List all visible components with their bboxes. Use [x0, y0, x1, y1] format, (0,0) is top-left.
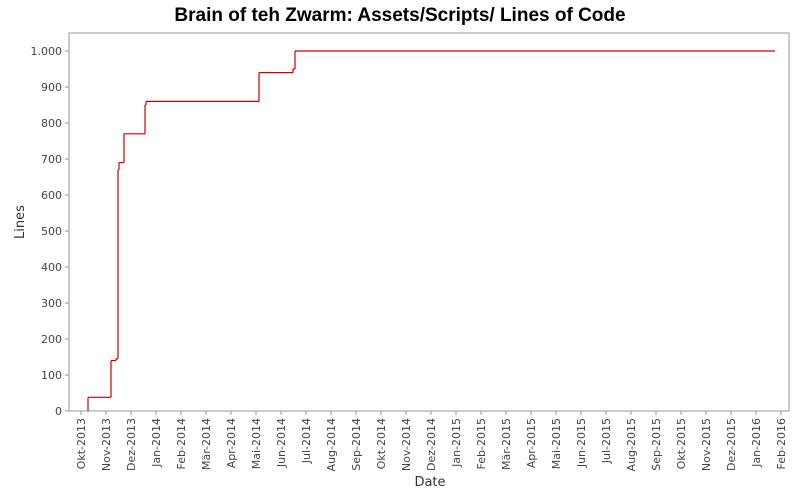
y-tick-label: 800 [41, 117, 62, 130]
y-tick-label: 700 [41, 153, 62, 166]
x-tick-label: Mai-2014 [250, 418, 263, 469]
x-tick-label: Dez-2014 [425, 418, 438, 471]
x-tick-label: Jul-2014 [300, 418, 313, 464]
x-tick-label: Jun-2014 [275, 418, 288, 468]
y-tick-label: 500 [41, 225, 62, 238]
x-tick-label: Aug-2015 [625, 418, 638, 471]
y-tick-label: 100 [41, 369, 62, 382]
x-tick-label: Mai-2015 [550, 418, 563, 469]
y-axis-title: Lines [13, 205, 28, 239]
x-tick-label: Dez-2013 [125, 418, 138, 471]
y-tick-label: 600 [41, 189, 62, 202]
x-tick-label: Nov-2013 [100, 418, 113, 471]
y-tick-label: 400 [41, 261, 62, 274]
x-tick-label: Okt-2015 [675, 418, 688, 469]
y-tick-label: 0 [55, 405, 62, 418]
y-tick-label: 200 [41, 333, 62, 346]
x-tick-label: Jun-2015 [575, 418, 588, 468]
x-tick-label: Feb-2015 [475, 418, 488, 469]
x-tick-label: Feb-2014 [175, 418, 188, 469]
x-tick-label: Dez-2015 [725, 418, 738, 471]
y-tick-label: 300 [41, 297, 62, 310]
y-tick-label: 900 [41, 81, 62, 94]
x-tick-label: Jul-2015 [600, 418, 613, 464]
y-tick-label: 1.000 [31, 45, 63, 58]
x-tick-label: Jan-2016 [750, 418, 763, 468]
plot-area [68, 32, 790, 412]
x-tick-label: Nov-2014 [400, 418, 413, 471]
x-tick-label: Sep-2014 [350, 418, 363, 471]
x-tick-label: Apr-2014 [225, 418, 238, 468]
x-tick-label: Jan-2015 [450, 418, 463, 468]
x-axis-title: Date [414, 475, 445, 490]
x-tick-label: Apr-2015 [525, 418, 538, 468]
x-tick-label: Nov-2015 [700, 418, 713, 471]
x-tick-label: Mär-2014 [200, 418, 213, 470]
x-tick-label: Aug-2014 [325, 418, 338, 471]
x-tick-label: Feb-2016 [775, 418, 788, 469]
x-tick-label: Okt-2014 [375, 418, 388, 469]
x-tick-label: Mär-2015 [500, 418, 513, 470]
x-tick-label: Sep-2015 [650, 418, 663, 471]
chart-title: Brain of teh Zwarm: Assets/Scripts/ Line… [174, 5, 625, 26]
x-tick-label: Jan-2014 [150, 418, 163, 468]
x-tick-label: Okt-2013 [75, 418, 88, 469]
